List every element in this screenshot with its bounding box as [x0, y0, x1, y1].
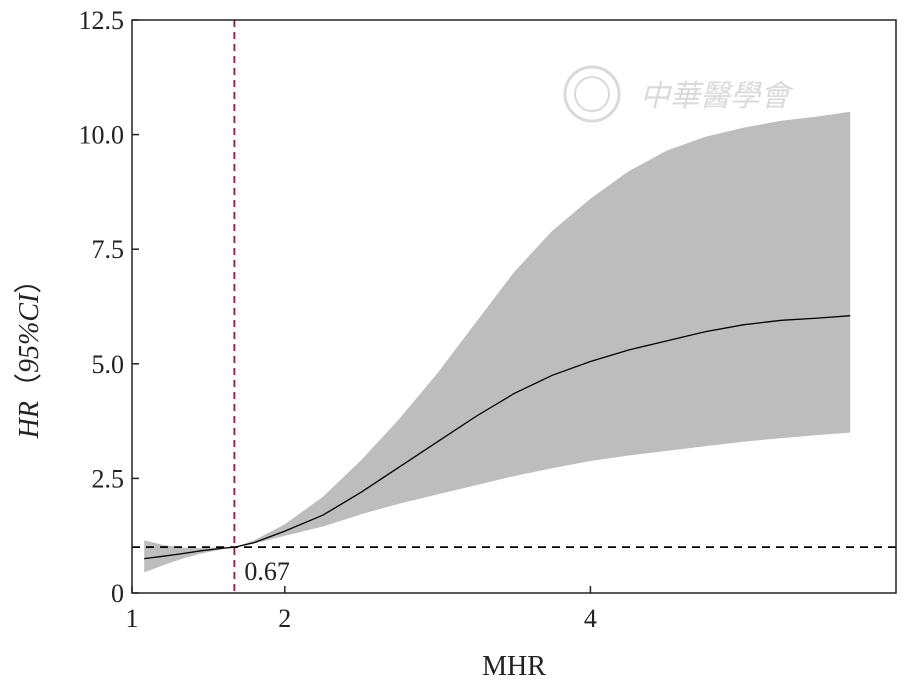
y-tick-label: 12.5	[79, 6, 125, 35]
x-tick-label: 2	[278, 604, 291, 633]
x-axis-title: MHR	[482, 651, 546, 682]
hr-line	[144, 315, 851, 560]
watermark-logo: 中華醫學會	[563, 65, 794, 123]
x-tick-label: 4	[584, 604, 597, 633]
ci-band	[144, 111, 851, 573]
x-tick-label: 1	[126, 604, 139, 633]
x-axis: 1 2 4	[126, 586, 597, 633]
y-tick-label: 2.5	[92, 464, 125, 493]
y-tick-label: 10.0	[79, 121, 125, 150]
watermark-seal-inner	[574, 76, 610, 112]
y-axis: 0 2.5 5.0 7.5 10.0 12.5	[79, 6, 139, 608]
y-tick-label: 7.5	[92, 235, 125, 264]
y-axis-title-close-paren: ）	[13, 266, 45, 294]
y-tick-label: 0	[111, 579, 124, 608]
y-axis-title-open-paren: （	[13, 373, 45, 401]
watermark-text: 中華醫學會	[640, 79, 794, 114]
y-axis-title: HR（95%CI）	[13, 266, 45, 440]
y-axis-title-hr: HR	[14, 401, 45, 439]
y-axis-title-ci: 95%CI	[14, 292, 45, 373]
cutoff-label: 0.67	[244, 557, 290, 586]
plot-frame	[131, 19, 897, 594]
y-tick-label: 5.0	[92, 350, 125, 379]
plot-area	[132, 20, 896, 593]
watermark-seal-icon	[563, 65, 621, 123]
